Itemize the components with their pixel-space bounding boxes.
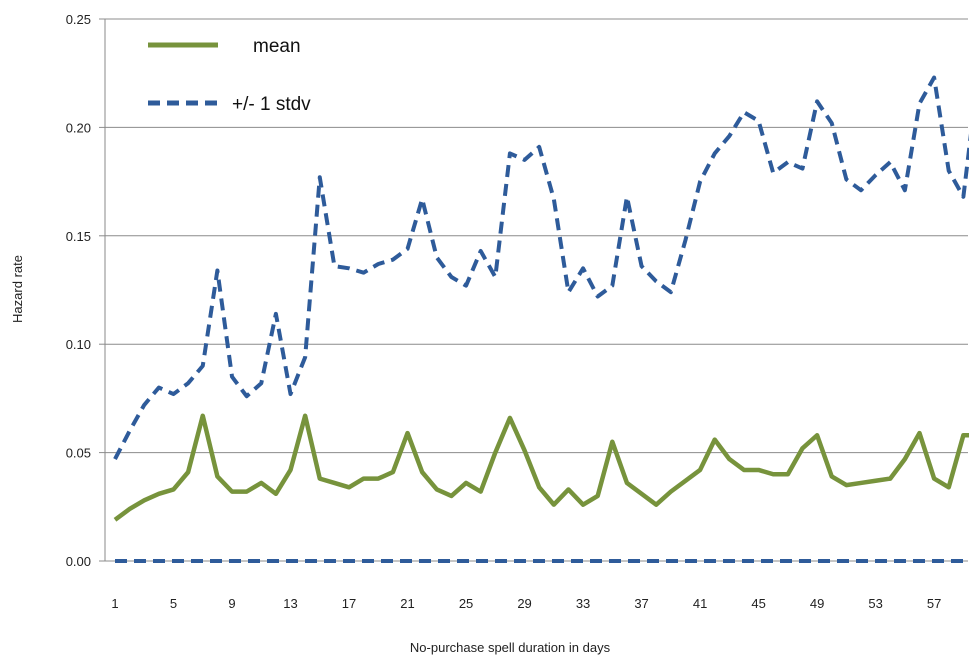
- y-tick-label: 0.20: [66, 120, 91, 135]
- x-tick-label: 5: [170, 596, 177, 611]
- x-tick-label: 21: [400, 596, 414, 611]
- series-line-mean: [113, 413, 969, 522]
- x-tick-label: 17: [342, 596, 356, 611]
- y-axis-label: Hazard rate: [10, 255, 25, 323]
- x-tick-label: 13: [283, 596, 297, 611]
- x-tick-label: 25: [459, 596, 473, 611]
- x-tick-label: 29: [517, 596, 531, 611]
- y-tick-label: 0.15: [66, 229, 91, 244]
- y-tick-label: 0.25: [66, 12, 91, 27]
- x-tick-label: 41: [693, 596, 707, 611]
- y-tick-label: 0.05: [66, 446, 91, 461]
- x-tick-label: 1: [111, 596, 118, 611]
- series-line-upper-stdv: [113, 75, 969, 461]
- x-axis-ticks: 1 5 9 13 17 21 25 29 33 37 41 45 49 53 57: [111, 596, 941, 611]
- y-tick-label: 0.10: [66, 337, 91, 352]
- x-tick-label: 33: [576, 596, 590, 611]
- y-axis-ticks: 0.00 0.05 0.10 0.15 0.20 0.25: [66, 12, 105, 569]
- x-axis-label: No-purchase spell duration in days: [410, 640, 611, 655]
- x-tick-label: 45: [751, 596, 765, 611]
- x-tick-label: 37: [634, 596, 648, 611]
- x-tick-label: 49: [810, 596, 824, 611]
- legend-label-stdv: +/- 1 stdv: [232, 94, 311, 115]
- series-lines: [113, 75, 969, 563]
- x-tick-label: 9: [228, 596, 235, 611]
- x-tick-label: 57: [927, 596, 941, 611]
- x-tick-label: 53: [868, 596, 882, 611]
- legend-label-mean: mean: [253, 36, 301, 57]
- legend: mean +/- 1 stdv: [148, 36, 311, 115]
- y-tick-label: 0.00: [66, 554, 91, 569]
